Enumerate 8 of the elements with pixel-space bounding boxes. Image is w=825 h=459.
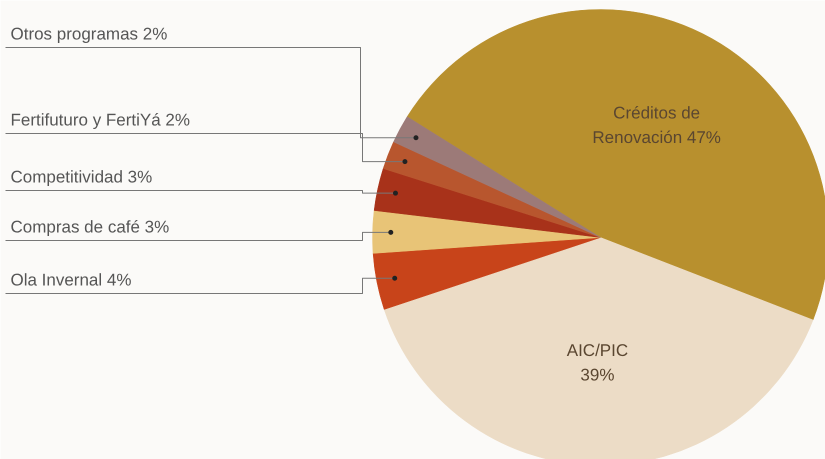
data-label: 39%: [580, 366, 614, 385]
slice-label: Créditos de Renovación 47%: [592, 104, 721, 148]
slice-label: Fertifuturo y FertiYá 2%: [10, 110, 190, 130]
slice-label: Compras de café 3%: [10, 218, 170, 236]
slice-label: AIC/PIC: [566, 341, 628, 360]
slice-label: Ola Invernal 4%: [10, 270, 132, 290]
slice-label: Otros programas 2%: [10, 24, 168, 44]
slice-label: Competitividad 3%: [10, 168, 152, 186]
